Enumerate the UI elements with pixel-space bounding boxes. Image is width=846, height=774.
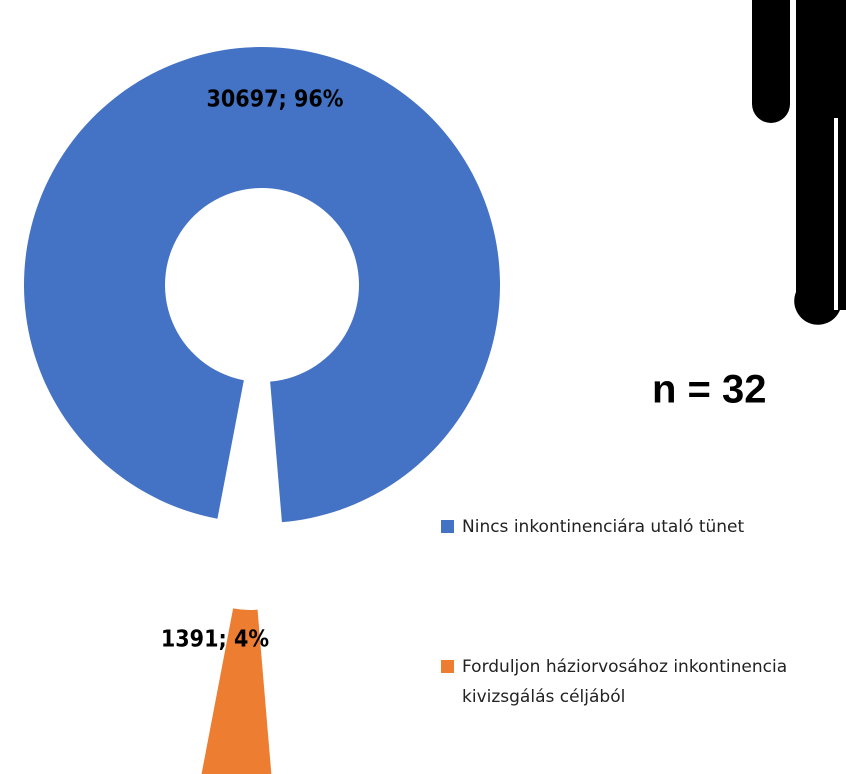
data-label: 1391; 4% (161, 627, 269, 653)
legend-swatch (441, 660, 454, 673)
legend-label: Forduljon háziorvosához inkontinencia ki… (462, 657, 788, 707)
legend-label: Nincs inkontinenciára utaló tünet (462, 517, 745, 537)
data-label: 30697; 96% (207, 87, 344, 113)
doughnut-slice (201, 608, 272, 774)
doughnut-slice (24, 47, 501, 523)
annotation: n = 32 (652, 368, 767, 412)
person-icon (752, 0, 846, 325)
legend-swatch (441, 520, 454, 533)
